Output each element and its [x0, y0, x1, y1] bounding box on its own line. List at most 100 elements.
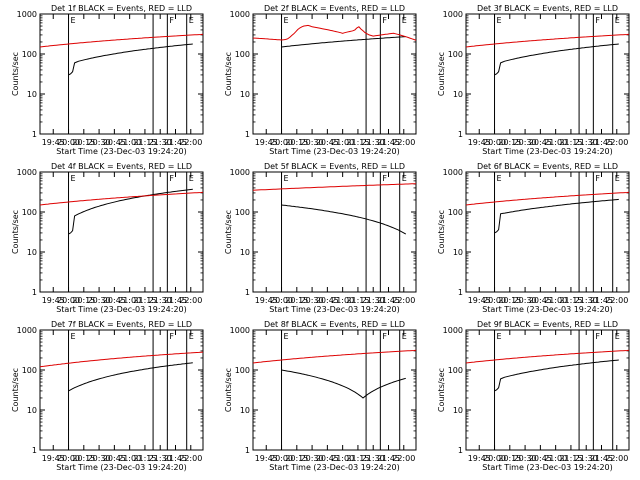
- x-axis-label: Start Time (23-Dec-03 19:24:20): [482, 147, 613, 156]
- x-tick-label: 21:15: [346, 454, 369, 463]
- x-tick-label: 21:30: [575, 454, 598, 463]
- y-tick-label: 1000: [230, 326, 250, 335]
- x-tick-label: 20:45: [529, 138, 552, 147]
- x-tick-label: 21:15: [133, 138, 156, 147]
- x-axis-label: Start Time (23-Dec-03 19:24:20): [56, 305, 187, 314]
- panel-title: Det 6f BLACK = Events, RED = LLD: [477, 162, 618, 171]
- interval-marker-label: F: [595, 332, 600, 341]
- x-tick-label: 20:15: [498, 454, 521, 463]
- interval-marker-label: E: [284, 16, 289, 25]
- x-tick-label: 21:00: [331, 138, 354, 147]
- y-tick-label: 10: [453, 248, 463, 257]
- x-tick-label: 20:15: [285, 454, 308, 463]
- x-tick-label: 21:30: [575, 138, 598, 147]
- series-group: [466, 191, 629, 234]
- x-tick-label: 22:00: [392, 138, 415, 147]
- y-tick-label: 10: [453, 90, 463, 99]
- y-tick-label: 1000: [17, 168, 37, 177]
- x-tick-label: 20:15: [285, 138, 308, 147]
- detector-panel: Det 4f BLACK = Events, RED = LLD 1 10 100 10…: [11, 162, 204, 314]
- interval-marker-label: E: [615, 16, 620, 25]
- x-tick-label: 20:45: [103, 138, 126, 147]
- detector-panel: Det 6f BLACK = Events, RED = LLD 1 10 100 10…: [437, 162, 630, 314]
- events-series-line: [494, 43, 619, 76]
- x-tick-label: 19:45: [255, 296, 278, 305]
- plot-frame: [252, 171, 417, 293]
- lld-series-line: [40, 191, 203, 206]
- x-tick-label: 21:15: [559, 454, 582, 463]
- y-tick-label: 10: [240, 90, 250, 99]
- x-tick-label: 21:15: [559, 296, 582, 305]
- interval-marker-label: F: [169, 16, 174, 25]
- events-series-line: [68, 362, 193, 392]
- y-tick-label: 1: [245, 446, 250, 455]
- plot-frame: [252, 13, 417, 135]
- x-tick-label: 21:45: [590, 138, 613, 147]
- x-tick-label: 19:45: [42, 138, 65, 147]
- lld-series-line: [466, 191, 629, 206]
- x-tick-label: 20:00: [270, 296, 293, 305]
- series-group: [40, 33, 203, 76]
- x-tick-label: 21:45: [164, 296, 187, 305]
- series-group: [253, 24, 416, 48]
- plot-frame: [465, 171, 630, 293]
- interval-marker-label: F: [382, 174, 387, 183]
- x-tick-label: 22:00: [179, 454, 202, 463]
- lld-series-line: [466, 33, 629, 48]
- y-tick-label: 100: [22, 208, 37, 217]
- x-axis-label: Start Time (23-Dec-03 19:24:20): [56, 463, 187, 472]
- y-axis-label: Counts/sec: [224, 52, 233, 96]
- interval-marker-label: E: [402, 174, 407, 183]
- panel-title: Det 8f BLACK = Events, RED = LLD: [264, 320, 405, 329]
- y-tick-label: 1: [245, 288, 250, 297]
- detector-panel: Det 3f BLACK = Events, RED = LLD 1 10 100 10…: [437, 4, 630, 156]
- y-tick-label: 100: [235, 366, 250, 375]
- y-axis-label: Counts/sec: [224, 368, 233, 412]
- x-tick-label: 19:45: [468, 138, 491, 147]
- lld-series-line: [466, 349, 629, 364]
- x-tick-label: 21:30: [362, 454, 385, 463]
- x-tick-label: 20:15: [285, 296, 308, 305]
- plot-frame: [39, 171, 204, 293]
- plot-frame: [252, 329, 417, 451]
- lld-series-line: [40, 33, 203, 48]
- y-tick-label: 100: [448, 366, 463, 375]
- x-tick-label: 20:45: [316, 138, 339, 147]
- panel-title: Det 3f BLACK = Events, RED = LLD: [477, 4, 618, 13]
- detector-panel: Det 9f BLACK = Events, RED = LLD 1 10 100 10…: [437, 320, 630, 472]
- x-tick-label: 22:00: [605, 138, 628, 147]
- x-tick-label: 22:00: [605, 454, 628, 463]
- y-tick-label: 10: [27, 406, 37, 415]
- events-series-line: [281, 204, 407, 235]
- interval-marker-label: F: [382, 332, 387, 341]
- y-tick-label: 1: [245, 130, 250, 139]
- y-tick-label: 100: [448, 208, 463, 217]
- events-series-line: [68, 43, 193, 76]
- y-tick-label: 100: [448, 50, 463, 59]
- x-tick-label: 20:45: [103, 296, 126, 305]
- y-tick-label: 1: [458, 288, 463, 297]
- interval-marker-label: E: [402, 16, 407, 25]
- x-tick-label: 20:45: [103, 454, 126, 463]
- y-tick-label: 100: [22, 366, 37, 375]
- x-tick-label: 20:30: [514, 296, 537, 305]
- x-axis-label: Start Time (23-Dec-03 19:24:20): [269, 305, 400, 314]
- panel-title: Det 7f BLACK = Events, RED = LLD: [51, 320, 192, 329]
- x-tick-label: 21:00: [118, 454, 141, 463]
- x-tick-label: 21:15: [346, 296, 369, 305]
- x-tick-label: 19:45: [468, 454, 491, 463]
- events-series-line: [281, 369, 406, 399]
- series-group: [253, 349, 416, 399]
- x-tick-label: 20:15: [72, 454, 95, 463]
- interval-marker-label: F: [382, 16, 387, 25]
- x-tick-label: 20:30: [514, 138, 537, 147]
- y-tick-label: 100: [22, 50, 37, 59]
- x-tick-label: 20:15: [72, 138, 95, 147]
- x-tick-label: 20:00: [483, 454, 506, 463]
- x-tick-label: 21:45: [590, 296, 613, 305]
- series-group: [466, 33, 629, 76]
- interval-marker-label: E: [189, 174, 194, 183]
- x-axis-label: Start Time (23-Dec-03 19:24:20): [269, 463, 400, 472]
- series-group: [40, 351, 203, 392]
- interval-marker-label: E: [71, 174, 76, 183]
